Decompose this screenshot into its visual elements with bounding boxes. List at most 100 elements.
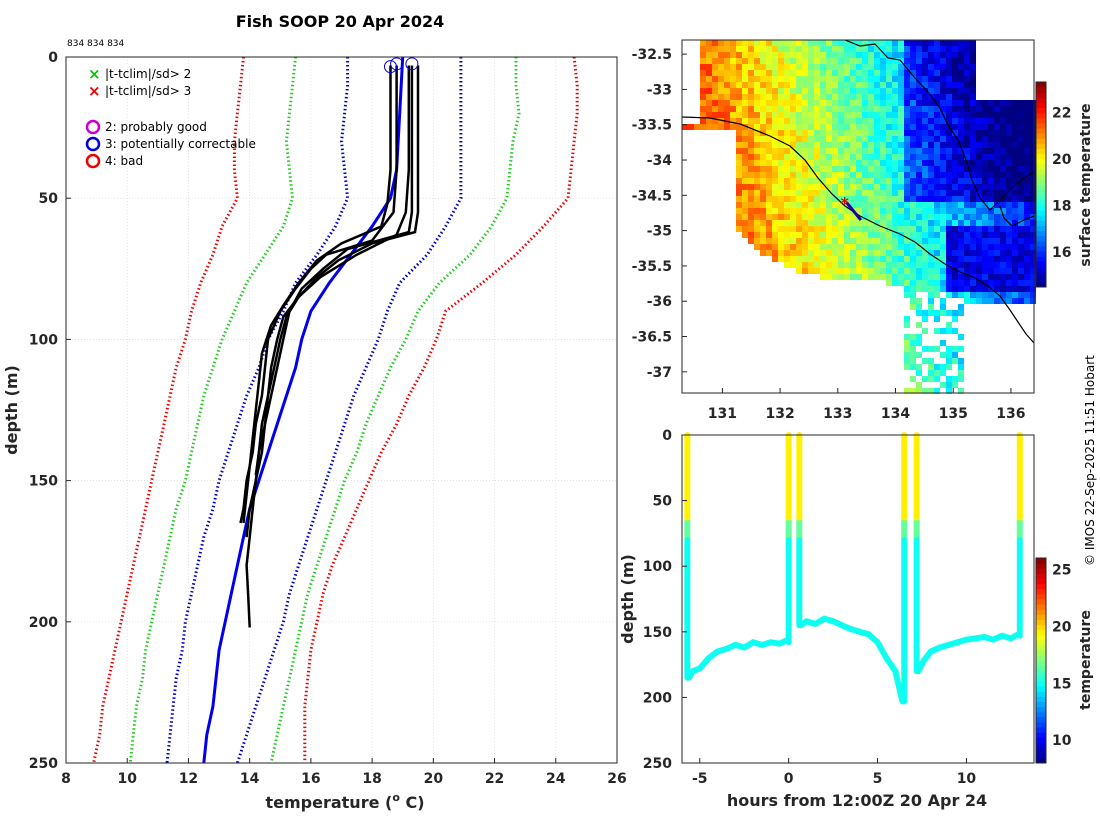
sst-cell	[754, 46, 760, 52]
sst-cell	[862, 256, 868, 262]
map-ytick-label: -33	[647, 82, 672, 98]
sst-cell	[814, 208, 820, 214]
sst-cell	[1006, 202, 1012, 208]
sst-cell	[940, 136, 946, 142]
sst-cell	[916, 154, 922, 160]
sst-cell	[928, 280, 934, 286]
sst-cell	[784, 226, 790, 232]
sst-cell	[856, 142, 862, 148]
sst-cell	[916, 208, 922, 214]
sst-cell	[988, 118, 994, 124]
sst-cell	[922, 220, 928, 226]
sst-cell	[862, 106, 868, 112]
sst-cell	[754, 184, 760, 190]
sst-cell	[928, 370, 934, 376]
sst-cell	[928, 76, 934, 82]
sst-cell	[964, 256, 970, 262]
sst-cell	[958, 136, 964, 142]
sst-cell	[832, 124, 838, 130]
sst-cell	[838, 250, 844, 256]
sst-cell	[910, 106, 916, 112]
sst-cell	[838, 130, 844, 136]
sst-cell	[868, 268, 874, 274]
sst-cell	[892, 190, 898, 196]
sst-cell	[706, 124, 712, 130]
sst-cell	[802, 142, 808, 148]
sst-cell	[862, 214, 868, 220]
sst-cell	[766, 70, 772, 76]
sst-cell	[844, 70, 850, 76]
sst-cell	[970, 160, 976, 166]
sst-cell	[820, 106, 826, 112]
sst-cell	[1012, 238, 1018, 244]
sst-colorbar-segment	[1036, 117, 1046, 124]
sst-colorbar-segment	[1036, 205, 1046, 211]
sst-colorbar-segment	[1036, 281, 1046, 288]
sst-cell	[802, 46, 808, 52]
sst-cell	[712, 112, 718, 118]
sst-cell	[778, 142, 784, 148]
sst-cell	[754, 172, 760, 178]
sst-colorbar-segment	[1036, 143, 1046, 150]
sst-cell	[916, 58, 922, 64]
sst-cell	[1012, 190, 1018, 196]
sst-cell	[1030, 250, 1036, 256]
sst-cell	[790, 172, 796, 178]
sst-cell	[1024, 148, 1030, 154]
sst-cell	[736, 142, 742, 148]
sst-cell	[862, 58, 868, 64]
sst-cell	[1000, 142, 1006, 148]
sst-cell	[856, 220, 862, 226]
sst-cell	[1030, 262, 1036, 268]
sst-cell	[904, 232, 910, 238]
sst-cell	[760, 70, 766, 76]
sst-cell	[742, 166, 748, 172]
sst-field	[682, 40, 1036, 394]
sst-cell	[832, 166, 838, 172]
sst-cell	[922, 160, 928, 166]
sst-colorbar-segment	[1036, 184, 1046, 191]
sst-cell	[772, 208, 778, 214]
sst-cell	[826, 154, 832, 160]
sst-cell	[832, 208, 838, 214]
sst-cell	[802, 52, 808, 58]
sst-cell	[1024, 100, 1030, 106]
sst-cell	[724, 76, 730, 82]
sst-cell	[1024, 250, 1030, 256]
sst-cell	[886, 232, 892, 238]
sst-cell	[988, 190, 994, 196]
sst-cell	[814, 40, 820, 46]
sst-cell	[934, 220, 940, 226]
sst-cell	[1018, 208, 1024, 214]
sst-cell	[754, 166, 760, 172]
sst-cell	[934, 310, 940, 316]
sst-cell	[1000, 178, 1006, 184]
sst-cell	[814, 52, 820, 58]
sst-cell	[952, 46, 958, 52]
sst-cell	[1012, 112, 1018, 118]
sst-cell	[742, 142, 748, 148]
sst-cell	[844, 238, 850, 244]
sst-cell	[928, 244, 934, 250]
profile-series-cast-c	[245, 65, 414, 538]
sst-cell	[928, 52, 934, 58]
sst-cell	[898, 76, 904, 82]
sst-cell	[892, 130, 898, 136]
sst-cell	[760, 94, 766, 100]
sst-cell	[958, 148, 964, 154]
sst-cell	[844, 106, 850, 112]
sst-cell	[988, 202, 994, 208]
sst-cell	[946, 172, 952, 178]
sst-cell	[814, 226, 820, 232]
sst-cell	[850, 262, 856, 268]
sst-cell	[814, 148, 820, 154]
sst-cell	[808, 112, 814, 118]
sst-cell	[940, 208, 946, 214]
sst-cell	[766, 178, 772, 184]
sst-cell	[784, 46, 790, 52]
sst-cell	[922, 208, 928, 214]
sst-cell	[904, 316, 910, 322]
sst-cell	[892, 208, 898, 214]
sst-cell	[898, 154, 904, 160]
profile-flag-marker	[383, 60, 397, 74]
